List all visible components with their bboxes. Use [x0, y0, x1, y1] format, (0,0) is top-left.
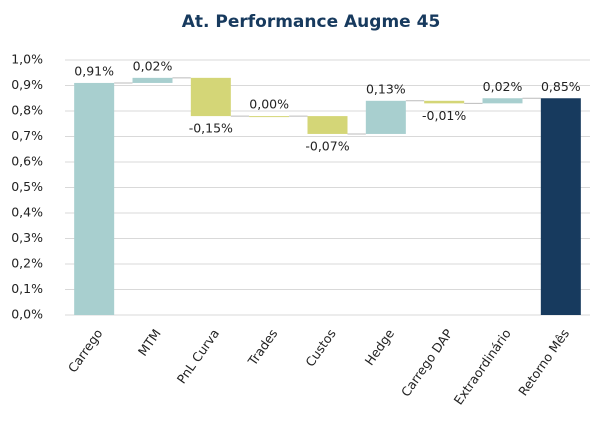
- y-tick-label: 0,8%: [11, 103, 43, 118]
- data-label: -0,15%: [189, 121, 233, 136]
- x-tick-label: Hedge: [362, 326, 398, 368]
- bar: [74, 82, 115, 315]
- y-tick-label: 0,4%: [11, 205, 43, 220]
- bar: [424, 100, 465, 104]
- y-tick-label: 0,0%: [11, 307, 43, 322]
- x-tick-label: Custos: [302, 326, 339, 369]
- data-label: -0,01%: [422, 108, 466, 123]
- x-tick-label: Retorno Mês: [515, 326, 572, 398]
- data-label: 0,00%: [249, 97, 289, 112]
- bar: [540, 98, 581, 315]
- data-label: 0,13%: [366, 81, 406, 96]
- bar: [249, 116, 290, 118]
- x-tick-label: MTM: [135, 326, 164, 359]
- data-label: 0,91%: [74, 63, 114, 78]
- x-tick-label: PnL Curva: [174, 326, 222, 386]
- bar: [365, 100, 406, 134]
- data-label: -0,07%: [305, 138, 349, 153]
- y-tick-label: 0,9%: [11, 77, 43, 92]
- y-tick-label: 0,6%: [11, 154, 43, 169]
- y-tick-label: 0,2%: [11, 256, 43, 271]
- y-tick-label: 0,5%: [11, 179, 43, 194]
- x-tick-label: Trades: [244, 326, 280, 369]
- y-tick-label: 1,0%: [11, 52, 43, 67]
- x-tick-label: Extraordinário: [451, 326, 514, 407]
- x-tick-label: Carrego DAP: [398, 326, 456, 400]
- data-label: 0,02%: [133, 58, 173, 73]
- y-tick-label: 0,7%: [11, 128, 43, 143]
- bar: [482, 98, 523, 104]
- bar: [190, 77, 231, 117]
- chart-title: At. Performance Augme 45: [182, 12, 441, 32]
- y-tick-label: 0,1%: [11, 281, 43, 296]
- bar: [307, 116, 348, 134]
- data-label: 0,02%: [483, 79, 523, 94]
- y-tick-label: 0,3%: [11, 230, 43, 245]
- bar: [132, 77, 173, 83]
- x-tick-label: Carrego: [65, 326, 106, 375]
- data-label: 0,85%: [541, 79, 581, 94]
